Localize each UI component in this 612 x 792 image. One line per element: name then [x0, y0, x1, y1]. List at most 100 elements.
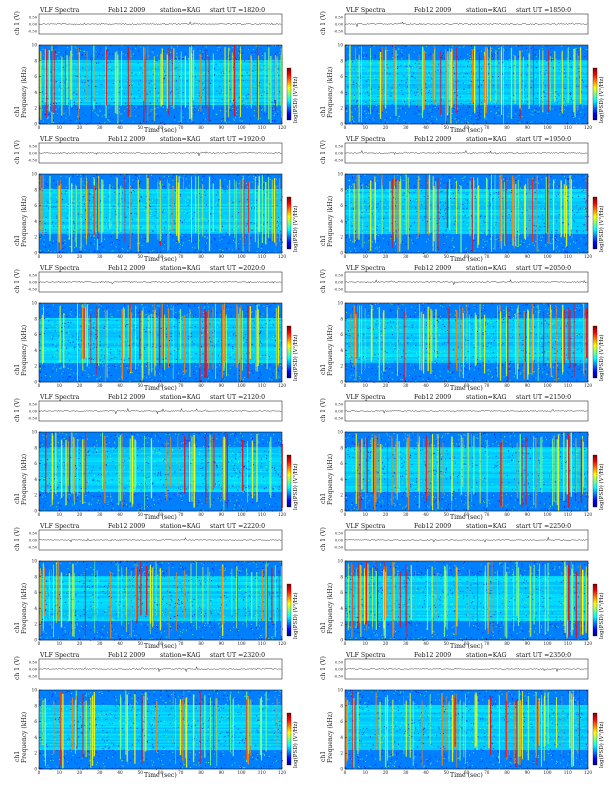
- x-tick-label: 0: [344, 254, 347, 258]
- spectrogram-texture: [39, 45, 283, 125]
- x-tick-label: 10: [57, 641, 63, 645]
- y-tick-label: 2: [340, 106, 343, 111]
- spectrogram-panel: VLF Spectra Feb12 2009 station=KAG start UT…: [306, 387, 612, 520]
- y-tick-label: 0: [340, 122, 343, 127]
- y-tick-label: 8: [340, 445, 343, 450]
- x-tick-label: 100: [544, 125, 552, 129]
- x-tick-label: 20: [383, 125, 389, 129]
- x-tick-label: 10: [363, 512, 369, 516]
- amplitude-trace: [38, 151, 282, 156]
- x-tick-label: 100: [238, 641, 246, 645]
- x-tick-label: 60: [158, 641, 164, 645]
- y-tick-label: 4: [34, 219, 37, 224]
- y-tick-label: 0: [34, 380, 37, 385]
- start-time-label: start UT =2350:0: [516, 652, 572, 659]
- date-label: Feb12 2009: [414, 523, 452, 530]
- x-tick-label: 70: [484, 770, 490, 774]
- x-tick-label: 20: [383, 512, 389, 516]
- x-tick-label: 90: [219, 512, 225, 516]
- date-label: Feb12 2009: [414, 394, 452, 401]
- panel-title: VLF Spectra: [40, 7, 80, 14]
- x-tick-label: 50: [444, 254, 450, 258]
- x-tick-label: 60: [464, 254, 470, 258]
- x-tick-label: 90: [525, 512, 531, 516]
- station-label: station=KAG: [160, 394, 201, 401]
- x-tick-label: 110: [564, 770, 572, 774]
- colorbar: [592, 712, 598, 766]
- spectrogram-panel: VLF Spectra Feb12 2009 station=KAG start UT…: [306, 129, 612, 262]
- spectrogram-svg: 0.500.00-0.500 10 20 30 40 50 60 70 80 90 100 110 12…: [28, 142, 292, 258]
- colorbar: [286, 454, 292, 508]
- x-tick-label: 100: [238, 512, 246, 516]
- spectrogram-svg: 0.500.00-0.500 10 20 30 40 50 60 70 80 90 100 110 12…: [334, 13, 598, 129]
- y-tick-label: 0: [340, 638, 343, 643]
- panel-title: VLF Spectra: [346, 394, 386, 401]
- y-tick-label: 8: [34, 58, 37, 63]
- x-tick-label: 40: [117, 770, 123, 774]
- y-tick-label: 2: [340, 364, 343, 369]
- x-tick-label: 70: [484, 641, 490, 645]
- x-tick-label: 80: [198, 512, 204, 516]
- x-axis-label: Time (sec): [450, 643, 483, 650]
- amp-tick-label: 0.50: [29, 145, 38, 149]
- y-tick-label: 0: [34, 122, 37, 127]
- start-time-label: start UT =1820:0: [210, 7, 266, 14]
- colorbar-label: log(PSD) (V²/Hz): [599, 334, 605, 381]
- amp-tick-label: 0.50: [335, 532, 344, 536]
- start-time-label: start UT =2020:0: [210, 265, 266, 272]
- x-tick-label: 50: [444, 512, 450, 516]
- amp-tick-label: -0.50: [28, 675, 38, 679]
- x-tick-label: 100: [238, 254, 246, 258]
- x-tick-label: 110: [258, 641, 266, 645]
- x-tick-label: 60: [464, 125, 470, 129]
- x-tick-label: 10: [363, 770, 369, 774]
- x-tick-label: 10: [57, 512, 63, 516]
- y-tick-label: 4: [34, 348, 37, 353]
- amplitude-trace: [344, 279, 588, 286]
- spectrogram-svg: 0.500.00-0.500 10 20 30 40 50 60 70 80 90 100 110 12…: [334, 271, 598, 387]
- x-tick-label: 120: [584, 383, 592, 387]
- x-tick-label: 100: [238, 383, 246, 387]
- y-axis-label: Frequency (kHz): [21, 711, 28, 763]
- colorbar: [592, 454, 598, 508]
- y-axis-label: Frequency (kHz): [21, 324, 28, 376]
- amp-tick-label: -0.50: [334, 288, 344, 292]
- x-tick-label: 0: [38, 641, 41, 645]
- x-tick-label: 90: [525, 254, 531, 258]
- y-tick-label: 8: [34, 445, 37, 450]
- x-tick-label: 60: [464, 770, 470, 774]
- x-tick-label: 120: [584, 512, 592, 516]
- x-tick-label: 120: [584, 770, 592, 774]
- x-tick-label: 20: [77, 641, 83, 645]
- amplitude-trace: [344, 536, 588, 543]
- panel-title: VLF Spectra: [346, 136, 386, 143]
- date-label: Feb12 2009: [108, 7, 146, 14]
- spectrogram-texture: [345, 45, 588, 125]
- x-tick-label: 120: [278, 770, 286, 774]
- amp-tick-label: -0.50: [334, 159, 344, 163]
- amp-tick-label: 0.00: [335, 410, 344, 414]
- y-tick-label: 4: [34, 606, 37, 611]
- x-tick-label: 20: [383, 641, 389, 645]
- y-tick-label: 0: [340, 251, 343, 256]
- y-tick-label: 10: [338, 43, 344, 48]
- amp-tick-label: 0.50: [335, 403, 344, 407]
- y-tick-label: 6: [340, 461, 343, 466]
- y-axis-label: Frequency (kHz): [327, 195, 334, 247]
- x-tick-label: 30: [97, 254, 103, 258]
- x-tick-label: 40: [423, 254, 429, 258]
- colorbar: [286, 712, 292, 766]
- amp-tick-label: 0.00: [29, 281, 38, 285]
- amp-tick-label: -0.50: [28, 546, 38, 550]
- panel-title: VLF Spectra: [346, 652, 386, 659]
- start-time-label: start UT =2150:0: [516, 394, 572, 401]
- x-tick-label: 30: [403, 641, 409, 645]
- x-tick-label: 40: [423, 512, 429, 516]
- date-label: Feb12 2009: [108, 394, 146, 401]
- date-label: Feb12 2009: [414, 136, 452, 143]
- colorbar-label: log(PSD) (V²/Hz): [599, 592, 605, 639]
- channel-label: ch1: [320, 363, 327, 375]
- amp-axis-label: ch 1 (V): [320, 269, 327, 293]
- y-tick-label: 8: [34, 574, 37, 579]
- x-tick-label: 50: [444, 125, 450, 129]
